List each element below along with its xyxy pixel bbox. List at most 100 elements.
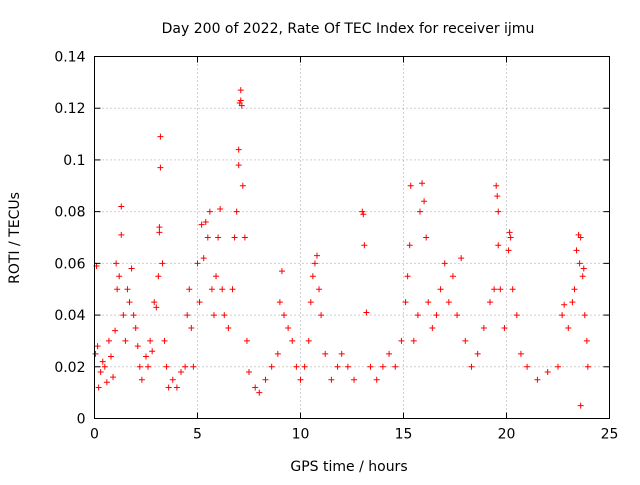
data-point — [237, 87, 244, 94]
data-point — [579, 273, 586, 280]
data-point — [449, 273, 456, 280]
data-point — [328, 376, 335, 383]
data-point — [524, 363, 531, 370]
data-point — [501, 325, 508, 331]
data-point — [156, 224, 163, 231]
data-point — [305, 337, 312, 344]
y-axis-label: ROTI / TECUs — [7, 192, 23, 284]
data-point — [454, 312, 461, 319]
data-point — [239, 182, 246, 189]
data-point — [497, 286, 504, 293]
data-point — [534, 376, 541, 383]
data-point — [293, 363, 300, 370]
data-point — [145, 363, 152, 370]
data-point — [379, 363, 386, 370]
data-point — [419, 180, 426, 187]
data-point — [513, 312, 520, 319]
data-point — [122, 337, 129, 344]
data-point — [433, 312, 440, 319]
data-point — [561, 301, 568, 308]
data-point — [256, 389, 263, 396]
chart-title: Day 200 of 2022, Rate Of TEC Index for r… — [162, 21, 535, 37]
data-point — [213, 273, 220, 280]
data-point — [94, 343, 101, 350]
data-point — [156, 229, 163, 236]
data-point — [583, 337, 590, 344]
data-point — [157, 164, 164, 171]
data-point — [429, 325, 436, 331]
data-point — [130, 312, 137, 319]
data-point — [276, 299, 283, 306]
data-point — [268, 363, 275, 370]
data-point — [410, 337, 417, 344]
data-point — [229, 286, 236, 293]
data-point — [398, 337, 405, 344]
data-point — [194, 260, 201, 267]
data-point — [351, 376, 358, 383]
data-point — [147, 337, 154, 344]
data-point — [407, 182, 414, 189]
data-point — [113, 260, 120, 267]
data-point — [163, 363, 170, 370]
data-point — [392, 363, 399, 370]
data-point — [235, 146, 242, 153]
data-point — [262, 376, 269, 383]
data-point — [367, 363, 374, 370]
data-point — [161, 337, 168, 344]
data-point — [217, 206, 224, 213]
data-point — [151, 299, 158, 306]
data-point — [165, 384, 172, 391]
data-point — [309, 273, 316, 280]
y-tick-label: 0.02 — [54, 360, 85, 376]
data-point — [243, 337, 250, 344]
data-point — [468, 363, 475, 370]
data-point — [421, 198, 428, 205]
data-point — [285, 325, 292, 331]
data-point — [157, 133, 164, 140]
x-tick-label: 25 — [601, 427, 619, 443]
data-point — [334, 363, 341, 370]
y-tick-label: 0 — [77, 412, 86, 428]
data-point — [112, 327, 119, 334]
data-point — [322, 350, 329, 357]
data-point — [495, 208, 502, 215]
data-point — [124, 286, 131, 293]
data-point — [118, 203, 125, 210]
data-point — [404, 273, 411, 280]
data-point — [414, 312, 421, 319]
data-point — [301, 363, 308, 370]
data-point — [423, 234, 430, 241]
data-point — [128, 265, 135, 272]
data-point — [206, 208, 213, 215]
x-tick-label: 5 — [193, 427, 202, 443]
data-point — [136, 363, 143, 370]
data-point — [491, 286, 498, 293]
x-tick-label: 15 — [395, 427, 413, 443]
data-point — [416, 208, 423, 215]
data-point — [225, 325, 232, 331]
data-point — [173, 384, 180, 391]
data-point — [297, 376, 304, 383]
data-point — [505, 247, 512, 254]
data-point — [184, 312, 191, 319]
y-tick-label: 0.08 — [54, 205, 85, 221]
data-point — [386, 350, 393, 357]
data-point — [143, 353, 149, 360]
data-point — [402, 299, 409, 306]
data-point — [219, 286, 226, 293]
data-point — [208, 286, 215, 293]
grid-lines — [94, 56, 610, 419]
data-point — [107, 353, 114, 360]
data-point — [274, 350, 281, 357]
data-point — [493, 182, 500, 189]
data-point — [509, 286, 516, 293]
x-tick-label: 20 — [498, 427, 516, 443]
data-point — [186, 286, 193, 293]
data-point — [210, 312, 217, 319]
x-tick-label: 10 — [292, 427, 310, 443]
x-tick-label: 0 — [90, 427, 99, 443]
data-point — [577, 234, 584, 241]
y-tick-label: 0.1 — [63, 153, 85, 169]
